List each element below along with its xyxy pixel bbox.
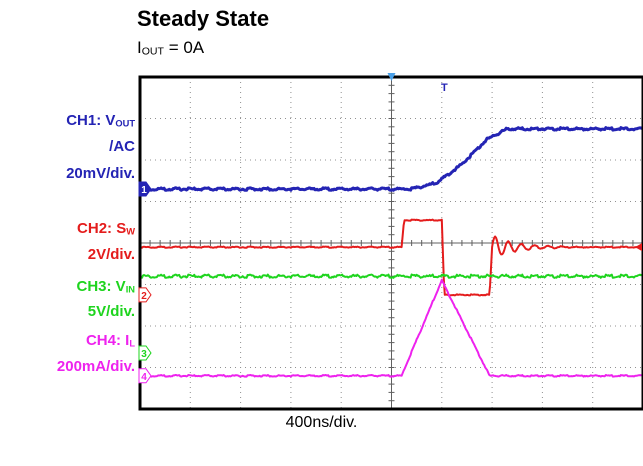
trace-ch4	[139, 278, 643, 378]
trigger-level-arrow	[635, 243, 642, 252]
chart-title: Steady State	[137, 6, 270, 31]
label-text: /AC	[109, 138, 135, 155]
label-text: CH3: V	[76, 278, 126, 295]
label-subscript: IN	[125, 284, 135, 295]
subtitle-sub: OUT	[141, 45, 164, 58]
channel-marker-label: 4	[141, 372, 147, 383]
label-text: 5V/div.	[87, 303, 135, 320]
channel-marker-ch1	[138, 181, 152, 197]
trace-ch2	[139, 218, 643, 297]
chart-subtitle: IOUT = 0A	[137, 38, 204, 58]
channel-label-ch1: /AC	[109, 139, 135, 154]
label-subscript: W	[126, 226, 135, 237]
label-text: CH4: I	[85, 332, 130, 349]
channel-marker-label: 3	[141, 349, 147, 360]
timebase-label: 400ns/div.	[0, 414, 643, 432]
channel-label-ch4: 200mA/div.	[57, 359, 135, 374]
label-text: CH2: S	[77, 220, 127, 237]
channel-label-ch1: CH1: VOUT	[66, 113, 135, 129]
channel-marker-ch2	[138, 287, 152, 303]
label-subscript: L	[129, 338, 135, 349]
channel-label-ch3: 5V/div.	[88, 304, 135, 319]
subtitle-main: I	[137, 38, 142, 57]
label-subscript: OUT	[115, 118, 135, 129]
channel-marker-ch4	[138, 368, 152, 384]
trace-ch1	[139, 126, 643, 192]
channel-label-ch2: 2V/div.	[88, 247, 135, 262]
channel-label-ch4: CH4: IL	[86, 333, 135, 349]
channel-marker-label: 1	[141, 185, 147, 196]
channel-label-ch3: CH3: VIN	[77, 279, 136, 295]
trigger-level-marker: T	[441, 82, 448, 94]
label-text: 200mA/div.	[56, 358, 135, 375]
trace-ch3	[139, 273, 643, 279]
channel-label-ch2: CH2: SW	[77, 221, 135, 237]
trigger-position-marker	[387, 73, 396, 81]
label-text: 2V/div.	[87, 246, 135, 263]
label-text: 20mV/div.	[66, 165, 135, 182]
channel-marker-label: 2	[141, 291, 147, 302]
timebase-text: 400ns/div.	[285, 414, 358, 431]
subtitle-rest: = 0A	[163, 38, 205, 57]
label-text: CH1: V	[66, 112, 116, 129]
channel-marker-ch3	[138, 345, 152, 361]
channel-label-ch1: 20mV/div.	[66, 166, 135, 181]
